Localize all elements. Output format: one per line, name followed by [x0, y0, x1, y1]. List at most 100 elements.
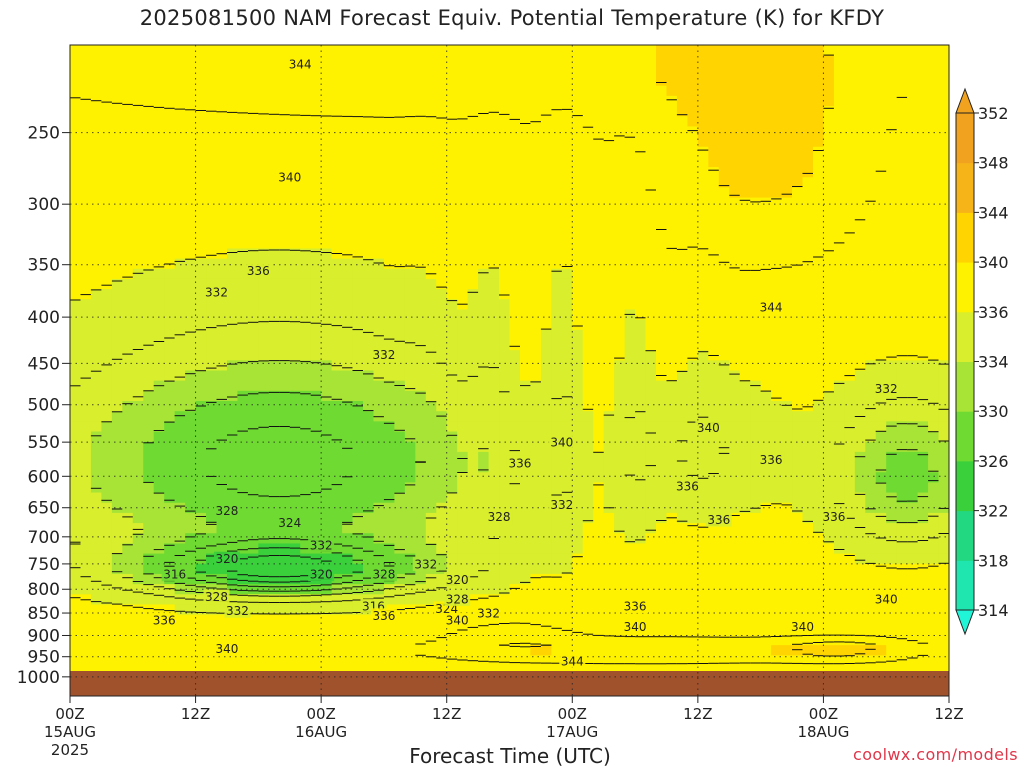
field-cell [394, 248, 406, 260]
field-cell [844, 421, 856, 433]
field-cell [321, 55, 333, 66]
field-cell [80, 584, 92, 595]
field-cell [676, 329, 688, 341]
field-cell [237, 309, 249, 321]
field-cell [185, 543, 197, 555]
field-cell [195, 523, 207, 534]
field-cell [865, 563, 877, 575]
field-cell [258, 136, 270, 148]
field-cell [656, 655, 668, 667]
field-cell [268, 289, 280, 300]
field-cell [394, 492, 406, 504]
field-cell [687, 655, 699, 667]
field-cell [111, 177, 123, 188]
field-cell [551, 248, 563, 260]
field-cell [582, 278, 594, 290]
field-cell [666, 65, 678, 77]
field-cell [572, 594, 584, 606]
field-cell [373, 543, 385, 555]
field-cell [268, 655, 280, 667]
field-cell [540, 614, 552, 626]
field-cell [519, 482, 532, 494]
field-cell [101, 431, 113, 443]
field-cell [164, 634, 176, 646]
field-cell [331, 370, 343, 382]
field-cell [823, 289, 835, 300]
field-cell [823, 492, 835, 504]
field-cell [561, 411, 573, 422]
field-cell [519, 278, 532, 290]
field-cell [300, 268, 312, 280]
field-cell [551, 350, 563, 361]
field-cell [310, 472, 322, 483]
field-cell [70, 350, 82, 361]
field-cell [509, 492, 521, 504]
field-cell [174, 401, 186, 412]
field-cell [300, 248, 312, 260]
field-cell [122, 594, 134, 606]
field-cell [132, 594, 144, 606]
field-cell [342, 665, 354, 677]
field-cell [310, 614, 322, 626]
field-cell [509, 350, 521, 361]
field-cell [875, 116, 887, 127]
field-cell [750, 207, 762, 219]
field-cell [530, 187, 542, 199]
field-cell [321, 319, 333, 331]
field-cell [708, 645, 720, 656]
field-cell [875, 278, 887, 290]
field-cell [823, 533, 835, 545]
field-cell [781, 380, 793, 392]
field-cell [122, 136, 134, 148]
field-cell [289, 543, 301, 555]
field-cell [666, 634, 678, 646]
field-cell [70, 95, 82, 107]
field-cell [624, 543, 636, 555]
field-cell [80, 268, 92, 280]
field-cell [792, 146, 804, 158]
field-cell [90, 45, 102, 56]
field-cell [708, 523, 720, 534]
field-cell [760, 309, 772, 321]
field-cell [446, 65, 458, 77]
field-cell [404, 55, 416, 66]
field-cell [823, 106, 835, 117]
field-cell [656, 482, 668, 494]
field-cell [237, 258, 249, 270]
field-cell [478, 217, 490, 229]
field-cell [582, 289, 594, 300]
field-cell [153, 268, 165, 280]
field-cell [593, 167, 605, 178]
field-cell [174, 512, 186, 524]
field-cell [771, 248, 783, 260]
field-cell [70, 309, 82, 321]
field-cell [676, 238, 688, 250]
field-cell [718, 146, 730, 158]
field-cell [708, 329, 720, 341]
field-cell [185, 655, 197, 667]
field-cell [530, 289, 542, 300]
field-cell [321, 421, 333, 433]
field-cell [478, 380, 490, 392]
field-cell [771, 360, 783, 372]
field-cell [572, 604, 584, 616]
field-cell [729, 309, 741, 321]
field-cell [446, 370, 458, 382]
field-cell [530, 543, 542, 555]
field-cell [216, 126, 228, 138]
field-cell [676, 319, 688, 331]
field-cell [833, 441, 845, 453]
field-cell [111, 116, 123, 127]
field-cell [561, 156, 573, 168]
field-cell [614, 299, 626, 311]
field-cell [781, 268, 793, 280]
field-cell [687, 126, 699, 138]
field-cell [865, 197, 877, 209]
field-cell [185, 65, 197, 77]
field-cell [519, 573, 532, 585]
field-cell [666, 116, 678, 127]
field-cell [122, 472, 134, 483]
field-cell [342, 614, 354, 626]
field-cell [844, 75, 856, 87]
field-cell [300, 502, 312, 514]
